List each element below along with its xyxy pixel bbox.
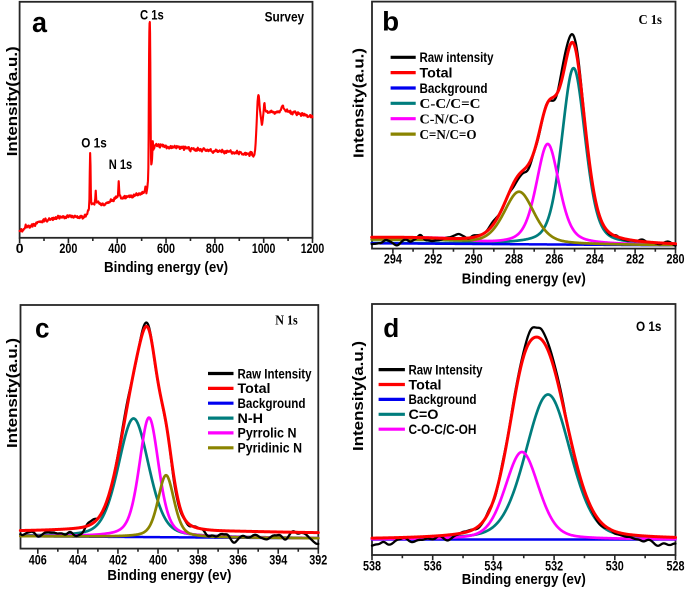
svg-text:Background: Background (420, 81, 488, 96)
svg-text:Survey: Survey (265, 9, 305, 24)
svg-text:Intensity(a.u.): Intensity(a.u.) (351, 48, 367, 158)
svg-text:d: d (383, 315, 399, 343)
svg-text:Pyridinic N: Pyridinic N (238, 441, 303, 456)
svg-text:Binding energy (ev): Binding energy (ev) (462, 271, 586, 288)
svg-text:Intensity(a.u.): Intensity(a.u.) (5, 338, 21, 448)
svg-text:Background: Background (409, 392, 477, 407)
svg-text:538: 538 (363, 557, 381, 573)
svg-text:Total: Total (420, 65, 453, 80)
svg-text:Binding energy (ev): Binding energy (ev) (104, 259, 228, 276)
svg-text:404: 404 (69, 552, 87, 568)
svg-text:Pyrrolic N: Pyrrolic N (238, 426, 297, 441)
svg-text:O 1s: O 1s (636, 318, 662, 334)
svg-text:282: 282 (626, 251, 644, 267)
svg-text:C=N/C=O: C=N/C=O (420, 127, 477, 142)
svg-text:398: 398 (189, 552, 207, 568)
svg-text:C 1s: C 1s (140, 7, 164, 22)
svg-text:c: c (35, 312, 50, 343)
svg-text:Total: Total (409, 377, 442, 392)
svg-text:400: 400 (108, 240, 126, 256)
svg-text:C=O: C=O (409, 407, 439, 422)
svg-text:396: 396 (229, 552, 247, 568)
svg-text:534: 534 (484, 557, 502, 573)
svg-text:402: 402 (109, 552, 127, 568)
svg-text:288: 288 (505, 251, 523, 267)
svg-text:C-N/C-O: C-N/C-O (420, 112, 475, 127)
svg-text:800: 800 (206, 240, 224, 256)
svg-text:Raw Intensity: Raw Intensity (409, 362, 483, 377)
svg-text:Intensity(a.u.): Intensity(a.u.) (5, 46, 21, 156)
svg-text:C-C/C=C: C-C/C=C (420, 96, 481, 111)
svg-text:532: 532 (545, 557, 563, 573)
svg-text:Raw Intensity: Raw Intensity (238, 366, 312, 381)
svg-text:284: 284 (586, 251, 604, 267)
svg-text:530: 530 (606, 557, 624, 573)
svg-text:394: 394 (269, 552, 287, 568)
svg-text:C-O-C/C-OH: C-O-C/C-OH (409, 422, 477, 437)
svg-text:N 1s: N 1s (275, 313, 298, 328)
svg-text:C 1s: C 1s (638, 13, 662, 28)
svg-text:280: 280 (667, 251, 685, 267)
svg-text:286: 286 (545, 251, 563, 267)
svg-text:b: b (382, 6, 399, 36)
svg-text:Total: Total (238, 381, 271, 396)
svg-text:0: 0 (16, 240, 24, 256)
svg-text:Binding energy (ev): Binding energy (ev) (462, 571, 586, 588)
svg-text:Binding energy (ev): Binding energy (ev) (107, 567, 231, 584)
svg-text:294: 294 (384, 251, 402, 267)
svg-text:200: 200 (59, 240, 77, 256)
svg-text:Raw intensity: Raw intensity (420, 50, 494, 65)
svg-text:1000: 1000 (252, 240, 276, 256)
svg-text:400: 400 (149, 552, 167, 568)
svg-text:Background: Background (238, 396, 306, 411)
svg-text:392: 392 (309, 552, 327, 568)
svg-text:600: 600 (157, 240, 175, 256)
svg-text:1200: 1200 (301, 240, 325, 256)
svg-text:O 1s: O 1s (81, 136, 107, 151)
svg-text:536: 536 (424, 557, 442, 573)
svg-text:a: a (32, 7, 48, 39)
svg-text:N 1s: N 1s (109, 157, 133, 172)
svg-text:528: 528 (667, 557, 685, 573)
svg-text:Intensity(a.u.): Intensity(a.u.) (351, 341, 367, 451)
svg-text:N-H: N-H (238, 411, 264, 426)
svg-text:406: 406 (29, 552, 47, 568)
svg-text:290: 290 (465, 251, 483, 267)
svg-text:292: 292 (424, 251, 442, 267)
